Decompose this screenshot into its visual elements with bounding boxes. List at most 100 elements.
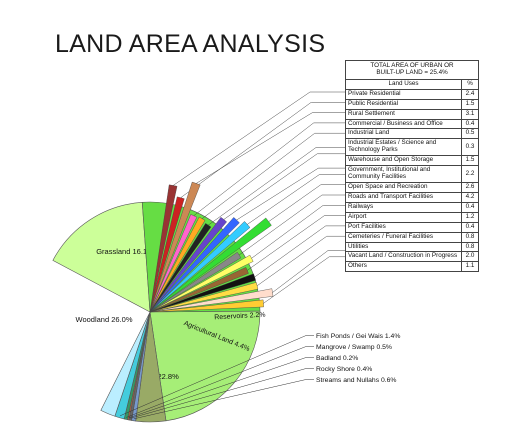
urban-leader-cemeteries-funeral-facilities bbox=[254, 225, 345, 278]
urban-row-government-institutional-and-community-facilities: Government, Institutional and Community … bbox=[346, 166, 478, 183]
urban-leader-industrial-estates-science-and-technology-parks bbox=[208, 147, 345, 226]
urban-row-name: Others bbox=[346, 262, 462, 272]
urban-row-name: Vacant Land / Construction in Progress bbox=[346, 252, 462, 262]
urban-row-pct: 2.4 bbox=[465, 89, 475, 97]
urban-leader-utilities bbox=[257, 235, 345, 286]
slice-label-reservoirs: Reservoirs 2.2% bbox=[214, 312, 266, 322]
urban-row-warehouse-and-open-storage: Warehouse and Open Storage 1.5 bbox=[346, 156, 478, 167]
slice-reservoirs bbox=[100, 311, 151, 417]
urban-row-pct: 0.4 bbox=[465, 202, 475, 210]
urban-row-name: Private Residential bbox=[346, 89, 462, 99]
urban-row-open-space-and-recreation: Open Space and Recreation 2.6 bbox=[346, 182, 478, 193]
urban-row-others: Others 1.1 bbox=[346, 262, 478, 272]
urban-row-pct: 0.4 bbox=[465, 119, 475, 127]
leader-line-fish-ponds-gei-wais bbox=[119, 335, 314, 417]
urban-leader-airport bbox=[251, 205, 345, 259]
urban-row-name: Commercial / Business and Office bbox=[346, 119, 462, 129]
urban-row-name: Utilities bbox=[346, 242, 462, 252]
urban-row-pct: 1.5 bbox=[465, 99, 475, 107]
urban-leader-commercial-business-and-office bbox=[193, 122, 345, 216]
urban-row-name: Warehouse and Open Storage bbox=[346, 156, 462, 166]
urban-row-pct: 0.5 bbox=[465, 129, 475, 137]
urban-row-railways: Railways 0.4 bbox=[346, 202, 478, 213]
urban-row-name: Public Residential bbox=[346, 99, 462, 109]
urban-row-commercial-business-and-office: Commercial / Business and Office 0.4 bbox=[346, 119, 478, 130]
urban-row-airport: Airport 1.2 bbox=[346, 212, 478, 223]
urban-table-title: TOTAL AREA OF URBAN OR BUILT-UP LAND = 2… bbox=[346, 61, 478, 80]
urban-table-title-line1: TOTAL AREA OF URBAN OR bbox=[370, 62, 454, 69]
urban-leader-rural-settlement bbox=[196, 112, 345, 184]
urban-row-name: Airport bbox=[346, 212, 462, 222]
urban-row-industrial-estates-science-and-technology-parks: Industrial Estates / Science and Technol… bbox=[346, 139, 478, 157]
urban-table-header-pct: % bbox=[467, 79, 473, 87]
urban-row-name: Railways bbox=[346, 202, 462, 212]
urban-row-name: Open Space and Recreation bbox=[346, 182, 462, 192]
urban-bar-railways bbox=[149, 252, 242, 313]
leader-line-rocky-shore bbox=[130, 368, 314, 419]
urban-row-name: Industrial Estates / Science and Technol… bbox=[346, 139, 462, 156]
urban-row-cemeteries-funeral-facilities: Cemeteries / Funeral Facilities 0.8 bbox=[346, 232, 478, 243]
urban-bar-open-space-and-recreation bbox=[149, 221, 251, 313]
urban-leader-public-residential bbox=[180, 102, 345, 198]
slice-label-rocky-shore: Rocky Shore 0.4% bbox=[316, 366, 372, 373]
urban-row-utilities: Utilities 0.8 bbox=[346, 242, 478, 253]
urban-row-port-facilities: Port Facilities 0.4 bbox=[346, 222, 478, 233]
slice-grassland bbox=[52, 201, 151, 313]
urban-bar-roads-and-transport-facilities bbox=[149, 217, 272, 313]
urban-row-name: Port Facilities bbox=[346, 222, 462, 232]
urban-row-pct: 0.3 bbox=[465, 142, 475, 150]
urban-row-pct: 4.2 bbox=[465, 192, 475, 200]
urban-row-name: Government, Institutional and Community … bbox=[346, 166, 462, 182]
urban-table-rows: Private Residential 2.4 Public Residential… bbox=[346, 89, 478, 272]
leader-line-badland bbox=[128, 357, 314, 419]
urban-leader-private-residential bbox=[172, 91, 345, 186]
urban-table-title-line2: BUILT-UP LAND = 25.4% bbox=[376, 68, 448, 76]
urban-row-pct: 1.2 bbox=[465, 212, 475, 220]
urban-leader-industrial-land bbox=[201, 132, 345, 219]
slice-label-fish-ponds-gei-wais: Fish Ponds / Gei Wais 1.4% bbox=[316, 333, 400, 340]
urban-leader-port-facilities bbox=[247, 215, 345, 271]
urban-leader-railways bbox=[238, 194, 345, 256]
slice-label-grassland: Grassland 16.1% bbox=[96, 247, 154, 256]
urban-leader-others bbox=[263, 256, 345, 304]
urban-row-pct: 2.0 bbox=[465, 252, 475, 260]
slice-label-badland: Badland 0.2% bbox=[316, 355, 358, 362]
urban-row-pct: 1.1 bbox=[465, 262, 475, 270]
urban-row-name: Roads and Transport Facilities bbox=[346, 192, 462, 202]
urban-row-rural-settlement: Rural Settlement 3.1 bbox=[346, 109, 478, 120]
leader-line-streams-and-nullahs bbox=[133, 379, 314, 420]
slice-label-mangrove-swamp: Mangrove / Swamp 0.5% bbox=[316, 344, 392, 351]
urban-row-pct: 2.6 bbox=[465, 182, 475, 190]
urban-row-vacant-land-construction-in-progress: Vacant Land / Construction in Progress 2.… bbox=[346, 252, 478, 263]
urban-row-name: Rural Settlement bbox=[346, 109, 462, 119]
urban-row-pct: 2.2 bbox=[465, 169, 475, 177]
urban-row-private-residential: Private Residential 2.4 bbox=[346, 89, 478, 100]
urban-leader-warehouse-and-open-storage bbox=[223, 153, 345, 220]
urban-bar-commercial-business-and-office bbox=[149, 214, 198, 313]
slice-label-streams-and-nullahs: Streams and Nullahs 0.6% bbox=[316, 377, 396, 384]
urban-leader-government-institutional-and-community-facilities bbox=[236, 167, 345, 221]
urban-leader-open-space-and-recreation bbox=[247, 174, 345, 225]
slice-label-woodland: Woodland 26.0% bbox=[76, 315, 133, 324]
urban-row-pct: 3.1 bbox=[465, 109, 475, 117]
urban-row-roads-and-transport-facilities: Roads and Transport Facilities 4.2 bbox=[346, 192, 478, 203]
urban-row-public-residential: Public Residential 1.5 bbox=[346, 99, 478, 110]
urban-bar-rural-settlement bbox=[149, 181, 201, 313]
urban-table-header-uses: Land Uses bbox=[346, 79, 462, 89]
urban-leader-vacant-land-construction-in-progress bbox=[272, 250, 345, 293]
page-title: LAND AREA ANALYSIS bbox=[55, 30, 326, 58]
urban-row-pct: 0.8 bbox=[465, 232, 475, 240]
urban-row-pct: 1.5 bbox=[465, 156, 475, 164]
urban-bar-cemeteries-funeral-facilities bbox=[149, 273, 256, 313]
urban-row-pct: 0.8 bbox=[465, 242, 475, 250]
leader-line-mangrove-swamp bbox=[126, 346, 314, 418]
urban-row-name: Cemeteries / Funeral Facilities bbox=[346, 232, 462, 242]
slice-shrubland bbox=[149, 310, 261, 422]
urban-bar-utilities bbox=[149, 282, 259, 313]
urban-table-header: Land Uses % bbox=[346, 79, 478, 90]
urban-row-name: Industrial Land bbox=[346, 129, 462, 139]
urban-land-table: TOTAL AREA OF URBAN OR BUILT-UP LAND = 2… bbox=[345, 60, 479, 273]
urban-leader-roads-and-transport-facilities bbox=[268, 184, 345, 222]
urban-row-industrial-land: Industrial Land 0.5 bbox=[346, 129, 478, 140]
